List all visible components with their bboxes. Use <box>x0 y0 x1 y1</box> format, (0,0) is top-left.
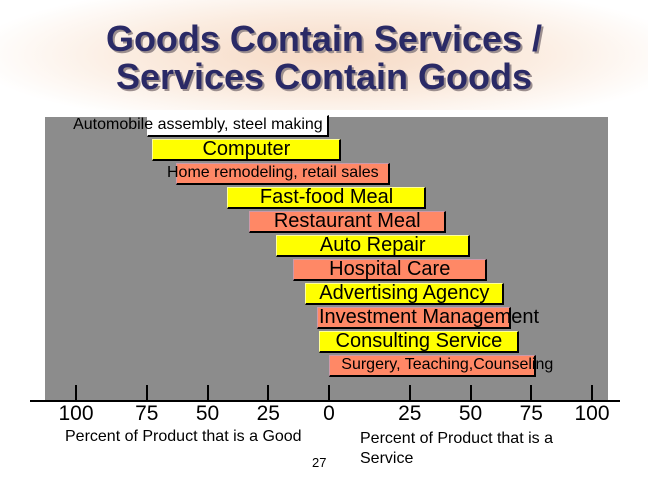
bar-label: Computer <box>202 138 291 160</box>
bar-restaurant-meal <box>248 211 446 233</box>
title-line-2: Services Contain Goods <box>115 56 533 97</box>
bar-label: Advertising Agency <box>319 282 490 304</box>
service-tick-label: 25 <box>398 402 422 425</box>
goods-axis-caption: Percent of Product that is a Good <box>65 428 302 445</box>
goods-tick-label: 50 <box>195 402 220 425</box>
service-axis-caption-line2: Service <box>360 450 414 467</box>
bar-label: Fast-food Meal <box>259 186 394 208</box>
axis-tick <box>267 385 270 401</box>
bar-computer <box>151 139 342 161</box>
goods-tick-label: 0 <box>323 402 335 425</box>
bar-auto-repair <box>275 235 470 257</box>
axis-tick <box>75 385 77 401</box>
axis-tick <box>469 385 472 401</box>
bar-label: Hospital Care <box>329 258 451 280</box>
axis-tick <box>206 385 209 401</box>
bar-automobile-assembly-steel-making <box>146 115 329 137</box>
service-tick-label: 50 <box>458 402 483 425</box>
bar-label: Restaurant Meal <box>273 210 421 232</box>
goods-tick-label: 100 <box>58 402 94 425</box>
title-background <box>0 0 648 110</box>
bar-investment-management <box>316 307 512 329</box>
axis-line <box>30 400 620 402</box>
bar-hospital-care <box>292 259 487 281</box>
axis-tick <box>530 385 533 401</box>
bar-label: Home remodeling, retail sales <box>167 164 379 182</box>
bar-consulting-service <box>319 331 519 353</box>
bar-surgery-teaching-counseling <box>329 355 536 377</box>
goods-tick-label: 75 <box>135 402 159 425</box>
page-number: 27 <box>312 455 327 470</box>
service-axis-caption-line1: Percent of Product that is a <box>360 430 553 447</box>
goods-tick-label: 25 <box>256 402 280 425</box>
slide-title: Goods Contain Services / Services Contai… <box>0 20 648 96</box>
service-tick-label: 75 <box>519 402 543 425</box>
axis-tick <box>328 385 330 401</box>
bar-label: Auto Repair <box>319 234 426 256</box>
bar-label: Surgery, Teaching,Counseling <box>341 356 554 374</box>
bar-label: Automobile assembly, steel making <box>73 116 323 134</box>
bar-advertising-agency <box>304 283 504 305</box>
bar-label: Investment Management <box>318 306 540 328</box>
title-line-1: Goods Contain Services / <box>105 18 543 59</box>
bar-fast-food-meal <box>226 187 427 209</box>
bar-label: Consulting Service <box>335 330 503 352</box>
axis-tick <box>408 385 411 401</box>
service-tick-label: 100 <box>574 402 610 425</box>
bar-home-remodeling-retail-sales <box>175 163 390 185</box>
axis-tick <box>591 385 593 401</box>
axis-tick <box>145 385 148 401</box>
